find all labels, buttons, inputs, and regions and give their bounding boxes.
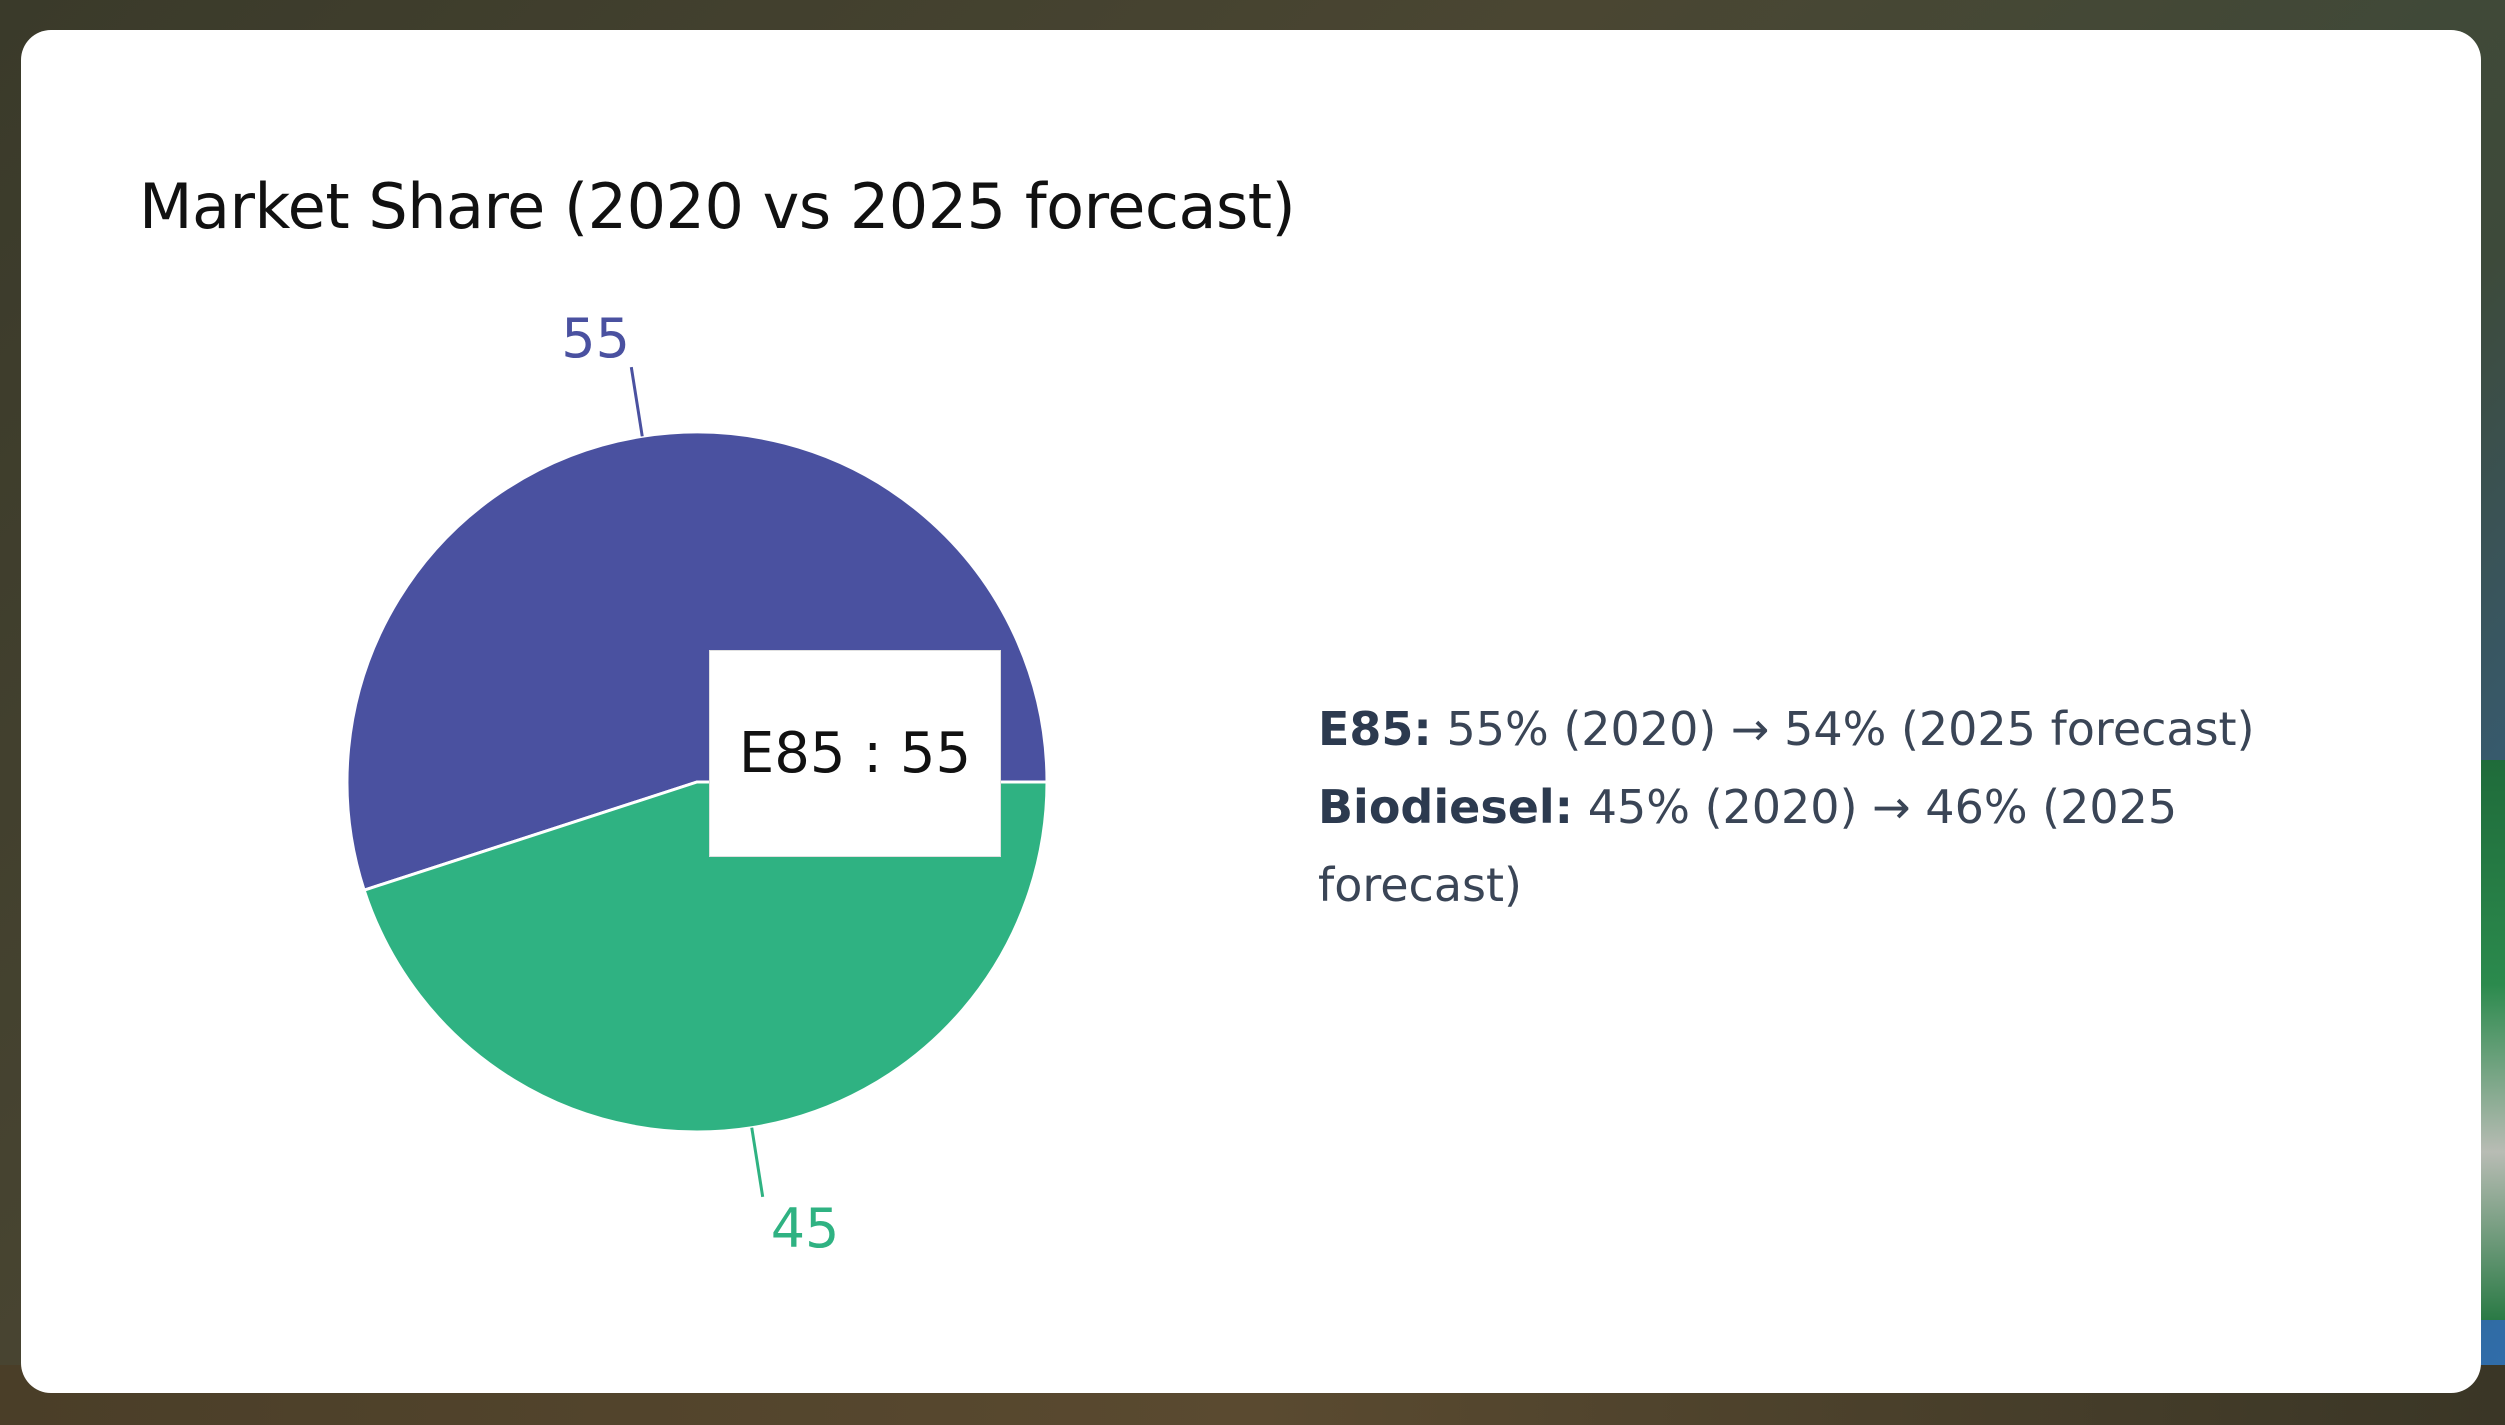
chart-tooltip: E85 : 55 bbox=[709, 650, 1001, 857]
chart-title: Market Share (2020 vs 2025 forecast) bbox=[139, 170, 1296, 243]
pie-value-label: 45 bbox=[771, 1197, 840, 1260]
legend-item-text: 55% (2020) → 54% (2025 forecast) bbox=[1431, 702, 2255, 756]
pie-label-line bbox=[750, 1127, 765, 1198]
pie-chart: 55 45 E85 : 55 bbox=[21, 30, 1221, 1393]
pie-chart-svg: 55 45 bbox=[345, 307, 1049, 1260]
legend-item-e85: E85: 55% (2020) → 54% (2025 forecast) bbox=[1318, 690, 2328, 768]
pie-label-line bbox=[629, 366, 644, 437]
pie-value-label: 55 bbox=[561, 307, 630, 370]
legend-item-text: 45% (2020) → 46% (2025 forecast) bbox=[1318, 780, 2178, 912]
legend-item-name: Biodiesel: bbox=[1318, 780, 1574, 834]
legend-item-biodiesel: Biodiesel: 45% (2020) → 46% (2025 foreca… bbox=[1318, 768, 2328, 924]
legend: E85: 55% (2020) → 54% (2025 forecast) Bi… bbox=[1318, 690, 2328, 924]
chart-card: Market Share (2020 vs 2025 forecast) 55 4… bbox=[21, 30, 2481, 1393]
legend-item-name: E85: bbox=[1318, 702, 1432, 756]
